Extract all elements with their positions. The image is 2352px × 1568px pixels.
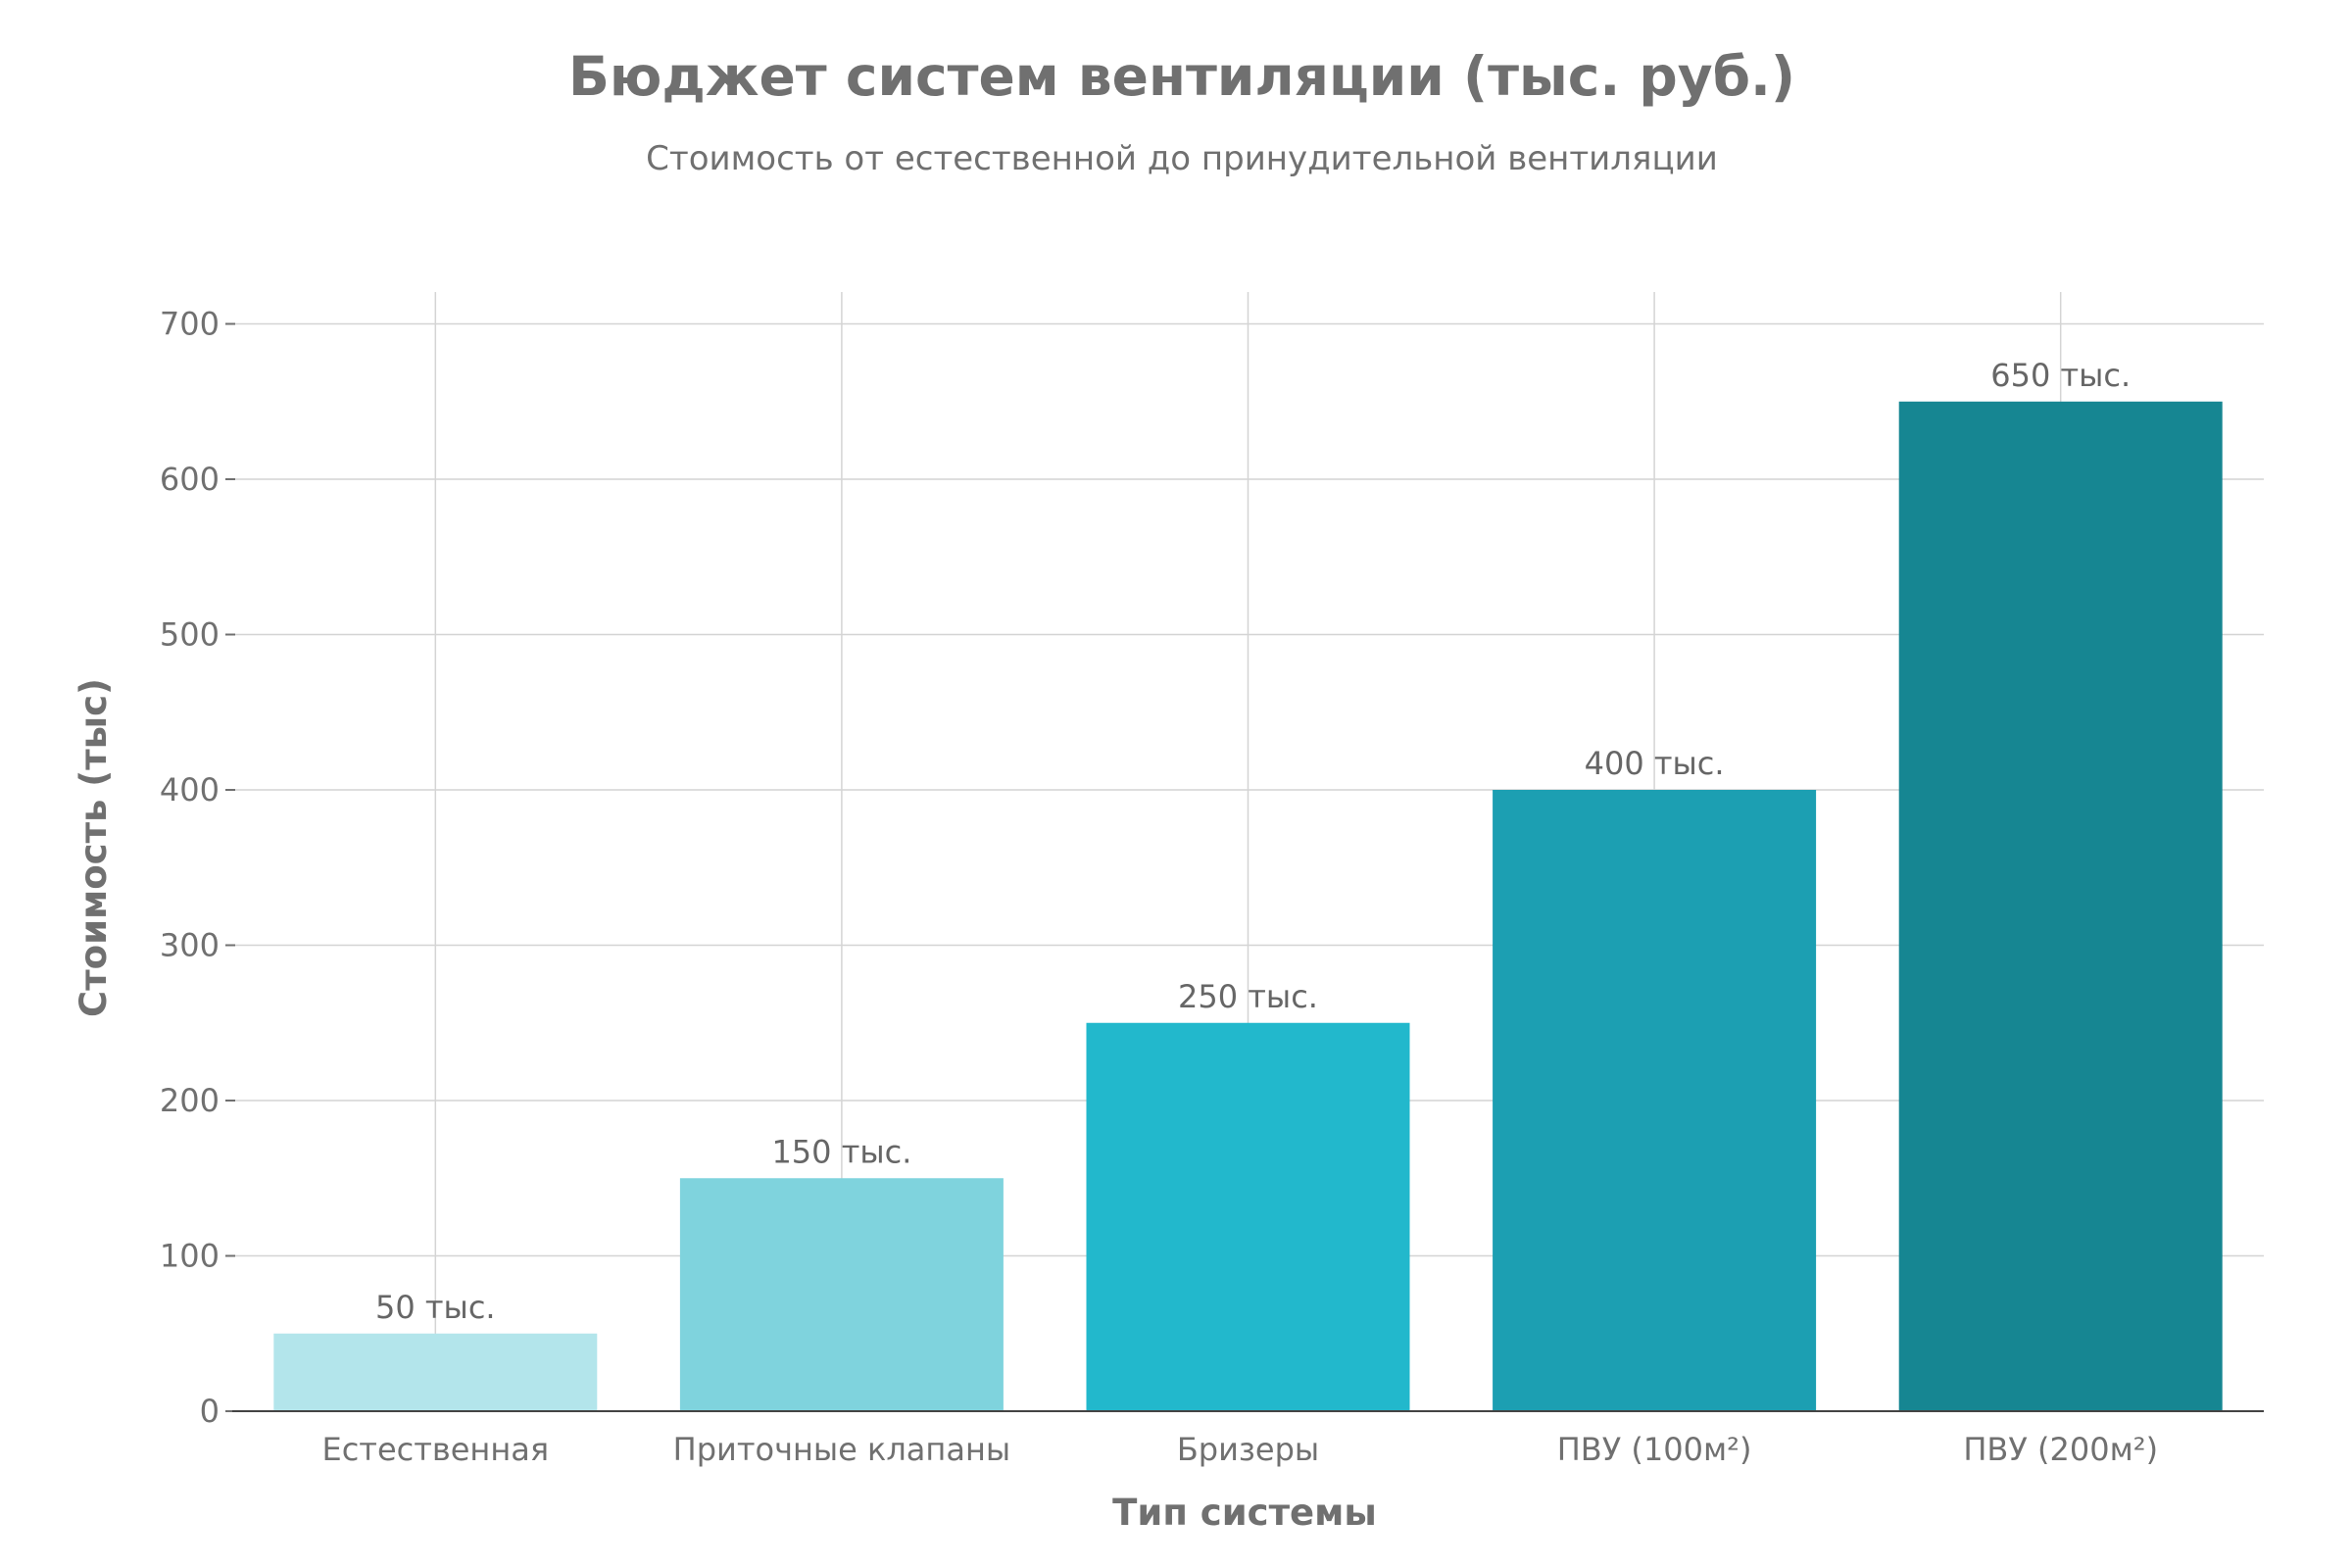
data-labels: 50 тыс. 150 тыс. 250 тыс. 400 тыс. 650 тыс.: [375, 357, 2131, 1326]
x-tick-label: Бризеры: [1177, 1431, 1319, 1468]
y-tick-label: 700: [160, 306, 220, 343]
x-tick-label: Естественная: [321, 1431, 549, 1468]
bar-data-label: 50 тыс.: [375, 1289, 496, 1326]
y-tick-label: 200: [160, 1082, 220, 1119]
bar-data-label: 150 тыс.: [771, 1133, 911, 1170]
bar-data-label: 400 тыс.: [1585, 745, 1725, 782]
y-tick-label: 100: [160, 1238, 220, 1275]
bar: [679, 1178, 1004, 1411]
y-tick-label: 0: [200, 1393, 220, 1430]
bar: [273, 1333, 598, 1411]
y-tick-label: 300: [160, 927, 220, 964]
bar-data-label: 650 тыс.: [1990, 357, 2131, 394]
y-axis-ticks: 0 100 200 300 400 500 600 700: [160, 306, 235, 1430]
y-tick-label: 600: [160, 461, 220, 498]
x-axis-title: Тип системы: [1112, 1492, 1377, 1534]
bar-data-label: 250 тыс.: [1178, 978, 1318, 1015]
bar: [1898, 401, 2223, 1411]
x-axis-ticks: Естественная Приточные клапаны Бризеры ПВУ …: [321, 1431, 2158, 1468]
bar: [1086, 1022, 1410, 1411]
y-axis-title: Стоимость (тыс): [73, 678, 115, 1017]
chart-subtitle: Стоимость от естественной до принудитель…: [646, 139, 1718, 178]
bars: [273, 401, 2223, 1411]
y-tick-label: 400: [160, 771, 220, 808]
x-tick-label: Приточные клапаны: [673, 1431, 1010, 1468]
bar: [1493, 790, 1817, 1411]
x-tick-label: ПВУ (100м²): [1557, 1431, 1752, 1468]
chart-title: Бюджет систем вентиляции (тыс. руб.): [568, 45, 1795, 108]
x-tick-label: ПВУ (200м²): [1963, 1431, 2158, 1468]
y-tick-label: 500: [160, 616, 220, 654]
